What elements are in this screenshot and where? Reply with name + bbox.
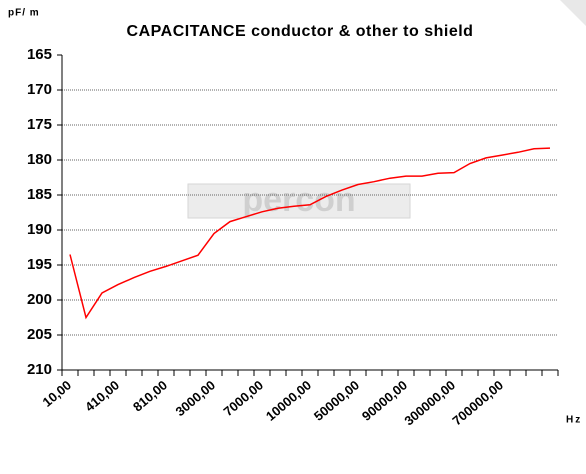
y-tick-label: 175: [27, 116, 52, 133]
y-tick-label: 165: [27, 46, 52, 63]
y-tick-label: 170: [27, 81, 52, 98]
chart-title: CAPACITANCE conductor & other to shield: [127, 23, 474, 40]
y-tick-label: 205: [27, 326, 52, 343]
y-tick-label: 180: [27, 151, 52, 168]
watermark-box: [187, 183, 411, 219]
x-axis-label: Hz: [566, 415, 582, 426]
corner-fold: [560, 0, 586, 26]
y-tick-label: 190: [27, 221, 52, 238]
y-tick-label: 185: [27, 186, 52, 203]
y-tick-label: 195: [27, 256, 52, 273]
y-tick-label: 210: [27, 361, 52, 378]
y-axis-label: pF/ m: [8, 8, 40, 19]
y-tick-label: 200: [27, 291, 52, 308]
line: [69, 147, 551, 320]
